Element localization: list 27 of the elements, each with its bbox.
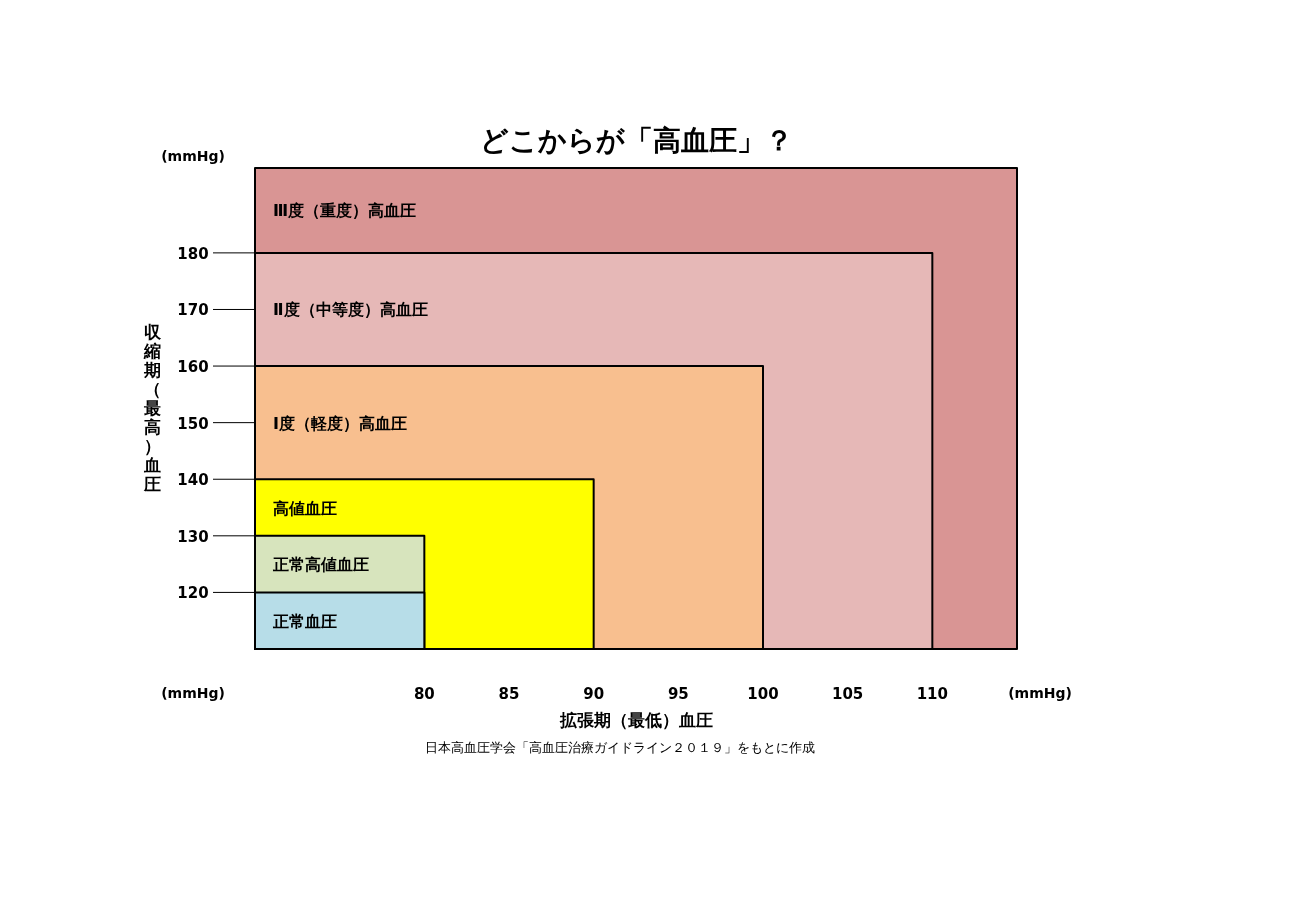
y-tick-label: 160	[177, 358, 209, 377]
series-label: Ⅲ度（重度）高血圧	[273, 201, 417, 221]
legend-label: Ⅱ度（中等度）高血圧	[273, 300, 428, 320]
text: (mmHg)	[161, 148, 225, 164]
y-tick-label: 140	[177, 471, 209, 490]
series-label: 正常高値血圧	[272, 555, 369, 575]
y-tick-label: 130	[177, 527, 209, 546]
y-tick-label: 180	[177, 244, 209, 263]
x-tick-label: 105	[832, 685, 864, 703]
text: 収縮期（最高）血圧	[143, 322, 161, 494]
x-axis-title: 拡張期（最低）血圧	[558, 710, 713, 730]
series-label: 高値血圧	[273, 498, 337, 518]
y-tick-label: 170	[177, 301, 209, 320]
x-tick-label: 90	[583, 685, 605, 703]
y-tick-label: 150	[177, 414, 209, 433]
y-tick-label: 120	[177, 584, 209, 603]
x-tick-label: 100	[747, 685, 779, 703]
series-label: 正常血圧	[272, 611, 337, 631]
x-tick-label: 85	[498, 685, 520, 703]
x-tick-label: 95	[667, 685, 689, 703]
text: (mmHg)	[161, 685, 225, 701]
chart-title: どこからが「高血圧」？	[479, 124, 793, 157]
text: (mmHg)	[1008, 685, 1072, 701]
x-tick-label: 110	[916, 685, 948, 703]
legend-label: Ⅰ度（軽度）高血圧	[273, 413, 407, 433]
x-tick-label: 80	[413, 685, 435, 703]
text: 日本高血圧学会「高血圧治療ガイドライン２０１９」をもとに作成	[425, 740, 815, 755]
